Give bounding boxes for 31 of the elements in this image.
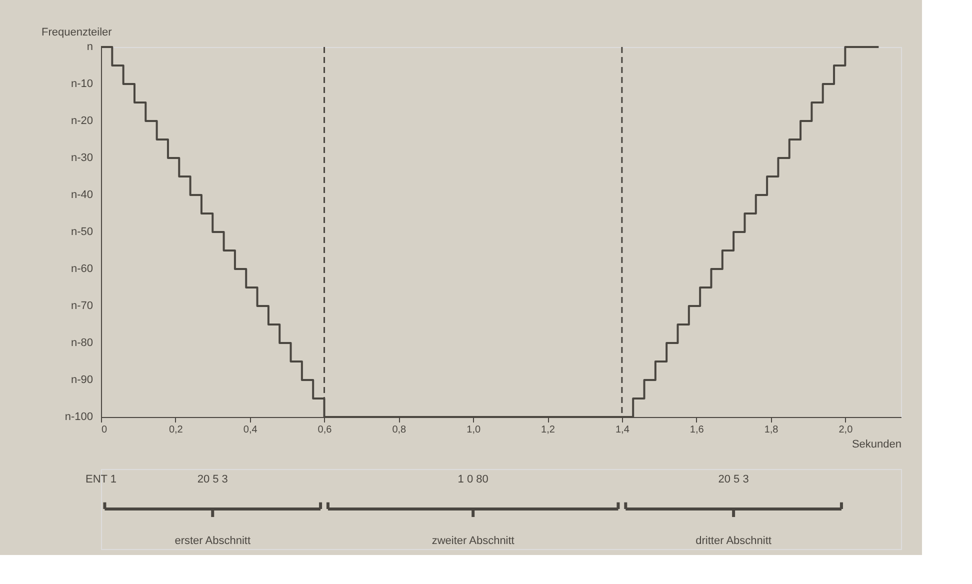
text: ENT 1 (86, 474, 116, 486)
x-tick-label: 1,2 (541, 424, 556, 436)
text: erster Abschnitt (174, 535, 251, 547)
x-tick-label: 0,2 (168, 424, 184, 436)
x-axis-title: Sekunden (852, 438, 902, 450)
x-tick-label: 1,0 (466, 424, 481, 436)
text: n-30 (70, 152, 93, 164)
text: n-80 (70, 337, 93, 349)
text: n-40 (70, 189, 93, 201)
y-axis-title: Frequenzteiler (42, 26, 112, 38)
text: 1 0 80 (458, 474, 488, 486)
text: n-100 (64, 411, 93, 423)
text: n-10 (70, 78, 93, 90)
text: 20 5 3 (718, 474, 749, 486)
text: n-90 (70, 374, 93, 386)
x-tick-label: 1,8 (764, 424, 779, 436)
text: 20 5 3 (197, 474, 228, 486)
text: n-50 (70, 226, 93, 238)
text: n (86, 41, 93, 53)
x-tick-label: 1,6 (690, 424, 704, 436)
text: dritter Abschnitt (696, 535, 772, 547)
text: zweiter Abschnitt (432, 535, 514, 547)
x-tick-label: 0,8 (392, 424, 407, 436)
x-tick-label: 1,4 (615, 424, 630, 436)
text: n-70 (70, 300, 93, 312)
text: n-60 (70, 263, 93, 275)
text: n-20 (70, 115, 93, 127)
x-tick-label: 0 (102, 424, 108, 436)
x-tick-label: 2,0 (838, 424, 854, 436)
x-tick-label: 0,4 (243, 424, 258, 436)
x-tick-label: 0,6 (318, 424, 332, 436)
